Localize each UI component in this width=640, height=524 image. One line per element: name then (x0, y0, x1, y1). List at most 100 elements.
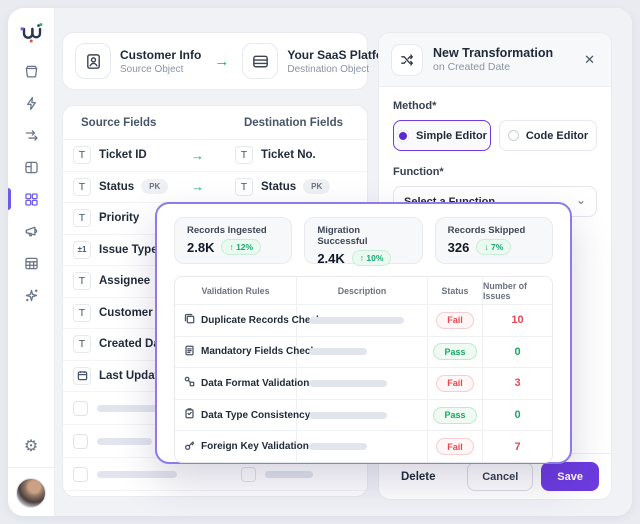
field-label: Ticket ID (99, 149, 147, 162)
validation-row[interactable]: Mandatory Fields Check Pass 0 (175, 335, 552, 368)
stat-card-records-skipped: Records Skipped 326 ↓ 7% (434, 217, 553, 264)
field-label: Assignee (99, 275, 151, 288)
sidebar-item-apps[interactable] (8, 188, 54, 210)
sidebar: ⚙ (8, 8, 55, 516)
skeleton-bar (309, 411, 387, 419)
method-options: Simple Editor Code Editor (393, 120, 597, 151)
validation-row[interactable]: Duplicate Records Check Fail 10 (175, 304, 552, 336)
method-option-label: Code Editor (525, 129, 589, 142)
grid-icon (24, 192, 38, 206)
panel-title: New Transformation (433, 46, 554, 60)
app-logo-icon (20, 23, 43, 43)
sidebar-item-archive[interactable] (8, 62, 54, 80)
issue-count: 10 (511, 314, 524, 327)
sparkles-icon (25, 288, 38, 301)
format-icon (184, 374, 195, 392)
text-type-icon: T (235, 177, 253, 196)
clipboard-icon (184, 406, 195, 424)
delete-button[interactable]: Delete (401, 470, 436, 483)
field-label: Issue Type (99, 243, 158, 256)
field-label: Status (261, 180, 297, 193)
method-label: Method* (393, 100, 437, 112)
number-type-icon: ±1 (73, 240, 91, 259)
skeleton-bar (265, 470, 313, 478)
validation-modal: Records Ingested 2.8K ↑ 12% Migration Su… (155, 202, 572, 464)
stat-delta-badge: ↓ 7% (476, 239, 512, 255)
contact-card-icon (86, 53, 100, 69)
field-label: Priority (99, 212, 140, 225)
column-header: Validation Rules (175, 277, 297, 304)
field-label: Status (99, 180, 135, 193)
column-header: Status (428, 277, 483, 304)
issue-count: 3 (514, 377, 521, 390)
shuffle-icon (391, 43, 423, 76)
method-option-label: Simple Editor (416, 129, 487, 142)
issue-count: 0 (514, 409, 521, 422)
stat-label: Migration Successful (317, 225, 368, 247)
close-icon[interactable]: ✕ (584, 51, 595, 67)
active-indicator (8, 188, 11, 210)
field-label: Created Date (99, 338, 170, 351)
sidebar-item-ai[interactable] (8, 286, 54, 304)
key-icon (184, 438, 195, 456)
text-type-icon: T (73, 177, 91, 196)
arrow-right-icon: → (214, 52, 230, 70)
transformation-title-group: New Transformation on Created Date (433, 46, 553, 73)
validation-row[interactable]: Data Format Validation Fail 3 (175, 367, 552, 399)
stat-card-migration-successful: Migration Successful 2.4K ↑ 10% (304, 217, 423, 266)
archive-icon (25, 65, 37, 77)
validation-row[interactable]: Foreign Key Validation Fail 7 (175, 430, 552, 462)
sidebar-nav (8, 62, 54, 304)
text-type-icon: T (73, 303, 91, 322)
field-row[interactable]: T Status PK → T Status PK (63, 172, 367, 203)
status-badge: Fail (436, 438, 474, 456)
column-header: Description (297, 277, 428, 304)
rule-name: Duplicate Records Check (201, 314, 322, 326)
user-avatar[interactable] (16, 478, 46, 508)
row-checkbox[interactable] (73, 400, 88, 416)
chevron-down-icon: ⌄ (575, 192, 586, 207)
browser-icon (252, 55, 268, 67)
row-checkbox[interactable] (73, 433, 88, 449)
megaphone-icon (25, 226, 37, 236)
sidebar-item-layout[interactable] (8, 158, 54, 176)
transformation-body: Method* Simple Editor Code Editor Functi… (379, 87, 611, 230)
sidebar-item-tables[interactable] (8, 254, 54, 272)
skeleton-bar (309, 348, 367, 356)
text-type-icon: T (235, 146, 253, 165)
validation-row[interactable]: Data Type Consistency Pass 0 (175, 398, 552, 431)
panel-subtitle: on Created Date (433, 61, 511, 73)
transfer-arrows-icon (25, 129, 38, 141)
method-option-simple-editor[interactable]: Simple Editor (393, 120, 491, 151)
rule-name: Data Type Consistency (201, 409, 311, 421)
issue-count: 7 (514, 440, 521, 453)
gear-icon[interactable]: ⚙ (23, 438, 39, 455)
stat-delta-badge: ↑ 10% (351, 250, 392, 266)
row-checkbox[interactable] (73, 466, 88, 482)
field-row[interactable]: Last Updated (63, 361, 367, 392)
rule-name: Mandatory Fields Check (201, 346, 317, 358)
skeleton-bar (97, 437, 152, 445)
cancel-button[interactable]: Cancel (467, 462, 534, 491)
destination-object-card[interactable] (242, 43, 279, 79)
save-button[interactable]: Save (541, 462, 599, 491)
status-badge: Fail (436, 311, 474, 329)
validation-table-header: Validation Rules Description Status Numb… (175, 277, 552, 304)
field-row-placeholder[interactable] (63, 458, 367, 491)
rule-name: Data Format Validation (201, 377, 310, 389)
text-type-icon: T (73, 272, 91, 291)
row-checkbox[interactable] (241, 466, 256, 482)
stat-delta-badge: ↑ 12% (221, 239, 262, 255)
map-arrow-icon: → (191, 179, 204, 195)
skeleton-bar (309, 316, 404, 324)
destination-field: T Ticket No. (235, 146, 316, 165)
sidebar-item-automation[interactable] (8, 94, 54, 112)
sidebar-item-transfers[interactable] (8, 126, 54, 144)
method-option-code-editor[interactable]: Code Editor (499, 120, 597, 151)
status-badge: Pass (433, 406, 477, 424)
sidebar-item-feedback[interactable] (8, 222, 54, 240)
column-header: Number of Issues (483, 280, 527, 301)
field-row[interactable]: T Ticket ID → T Ticket No. (63, 140, 367, 172)
source-object-card[interactable] (75, 43, 111, 79)
